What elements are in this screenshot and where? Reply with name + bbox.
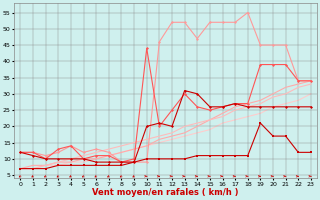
X-axis label: Vent moyen/en rafales ( km/h ): Vent moyen/en rafales ( km/h ) — [92, 188, 239, 197]
